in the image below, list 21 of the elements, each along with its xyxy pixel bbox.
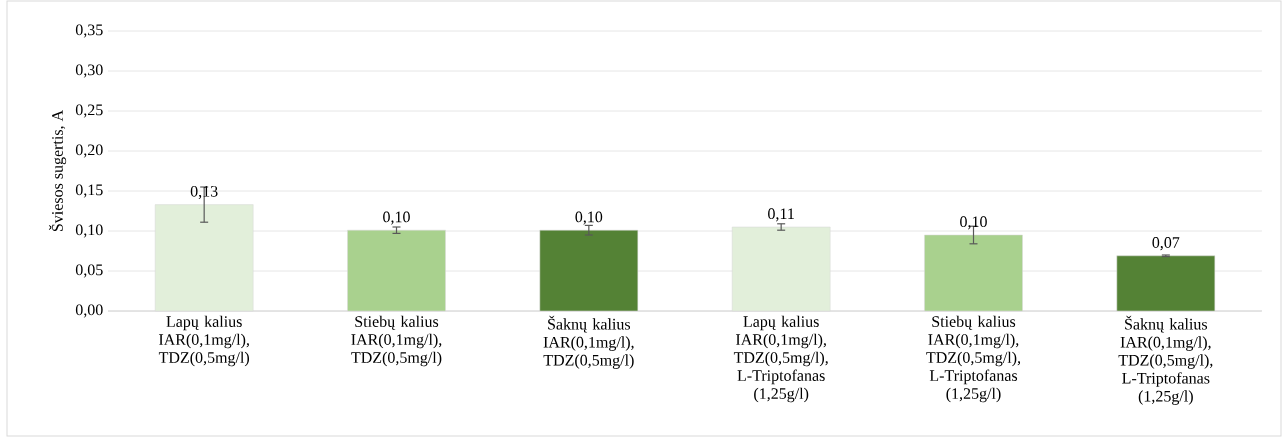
data-label: 0,11 bbox=[768, 208, 794, 222]
data-label: 0,10 bbox=[575, 211, 603, 225]
y-tick-label: 0,10 bbox=[75, 224, 103, 238]
data-label: 0,10 bbox=[960, 216, 987, 230]
y-tick-label: 0,15 bbox=[75, 184, 103, 198]
y-tick-label: 0,30 bbox=[75, 64, 103, 78]
x-tick-label: Lapų kalius IAR(0,1mg/l), TDZ(0,5mg/l) bbox=[158, 315, 250, 367]
y-tick-label: 0,05 bbox=[75, 264, 103, 278]
data-label: 0,10 bbox=[383, 211, 410, 225]
x-tick-label: Stiebų kalius IAR(0,1mg/l), TDZ(0,5mg/l), L-Triptofanas (1,25g/l) bbox=[926, 315, 1021, 403]
x-tick-label: Šaknų kalius IAR(0,1mg/l), TDZ(0,5mg/l), L-Triptofanas (1,25g/l) bbox=[1118, 315, 1213, 405]
y-axis-title: Šviesos sugertis, A bbox=[48, 110, 67, 232]
y-tick-label: 0,20 bbox=[75, 144, 103, 158]
x-tick-label: Stiebų kalius IAR(0,1mg/l), TDZ(0,5mg/l) bbox=[351, 315, 442, 367]
data-label: 0,07 bbox=[1152, 237, 1180, 251]
x-tick-label: Lapų kalius IAR(0,1mg/l), TDZ(0,5mg/l), L-Triptofanas (1,25g/l) bbox=[733, 315, 828, 403]
data-label: 0,13 bbox=[190, 185, 218, 200]
y-tick-label: 0,35 bbox=[75, 24, 103, 38]
y-tick-label: 0,25 bbox=[75, 104, 103, 118]
y-tick-label: 0,00 bbox=[75, 304, 103, 318]
x-tick-label: Šaknų kalius IAR(0,1mg/l), TDZ(0,5mg/l) bbox=[543, 315, 634, 369]
